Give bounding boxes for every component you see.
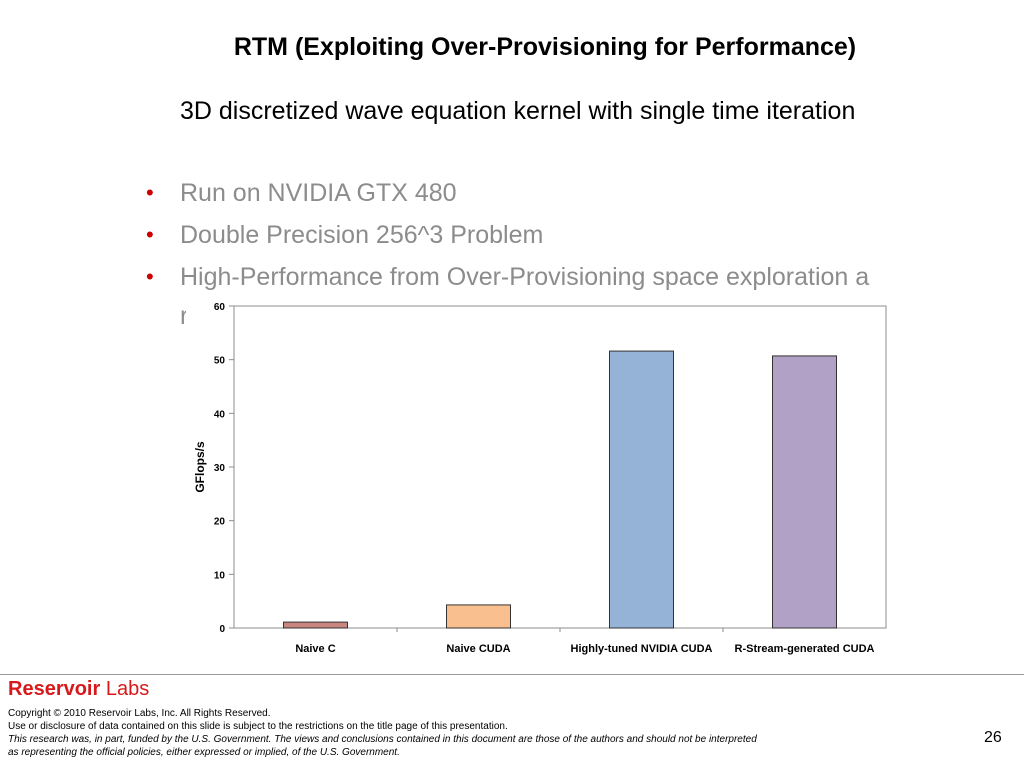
bullet-item: • High-Performance from Over-Provisioning… [146, 256, 1006, 298]
bullet-icon: • [146, 222, 154, 247]
disclosure-text: Use or disclosure of data contained on t… [8, 721, 508, 732]
company-logo: Reservoir Labs [8, 678, 150, 700]
bar-chart: 0 10 20 30 40 50 60 Naive C Naive CUDA Highly-tu… [186, 296, 898, 666]
x-tick-label: Naive C [295, 643, 335, 655]
y-tick-label: 30 [214, 463, 226, 474]
bullet-list: • Run on NVIDIA GTX 480 • Double Precision… [146, 172, 1006, 334]
x-tick-label: R-Stream-generated CUDA [735, 643, 875, 655]
slide-title: RTM (Exploiting Over-Provisioning for Pe… [233, 33, 857, 61]
y-axis-label: GFlops/s [193, 441, 207, 493]
bullet-icon: • [146, 264, 154, 289]
bar-highly-tuned-nvidia-cuda [609, 350, 674, 629]
bullet-item: • Run on NVIDIA GTX 480 [146, 172, 1006, 214]
y-tick-label: 20 [214, 517, 226, 528]
bar-chart-svg: 0 10 20 30 40 50 60 Naive C Naive CUDA Highly-tu… [193, 302, 887, 655]
intro-text: 3D discretized wave equation kernel with… [180, 97, 856, 125]
bar-naive-cuda [446, 604, 511, 629]
bullet-item: • Double Precision 256^3 Problem [146, 214, 1006, 256]
funding-text-2: as representing the official policies, e… [8, 747, 400, 758]
funding-text-1: This research was, in part, funded by th… [8, 734, 757, 745]
bullet-icon: • [146, 180, 154, 205]
legal-notice: Copyright © 2010 Reservoir Labs, Inc. Al… [8, 707, 908, 759]
page-number: 26 [984, 729, 1002, 746]
y-tick-label: 10 [214, 570, 226, 581]
footer-divider [0, 674, 1024, 675]
y-tick-label: 0 [219, 624, 225, 635]
bullet-item-tail: r [180, 302, 189, 330]
bar-r-stream-generated-cuda [772, 355, 837, 629]
bar-naive-c [283, 621, 348, 629]
x-tick-label: Naive CUDA [446, 643, 510, 655]
y-tick-label: 60 [214, 302, 226, 313]
x-tick-label: Highly-tuned NVIDIA CUDA [571, 643, 713, 655]
y-tick-label: 50 [214, 356, 226, 367]
y-tick-label: 40 [214, 409, 226, 420]
copyright-text: Copyright © 2010 Reservoir Labs, Inc. Al… [8, 708, 271, 719]
